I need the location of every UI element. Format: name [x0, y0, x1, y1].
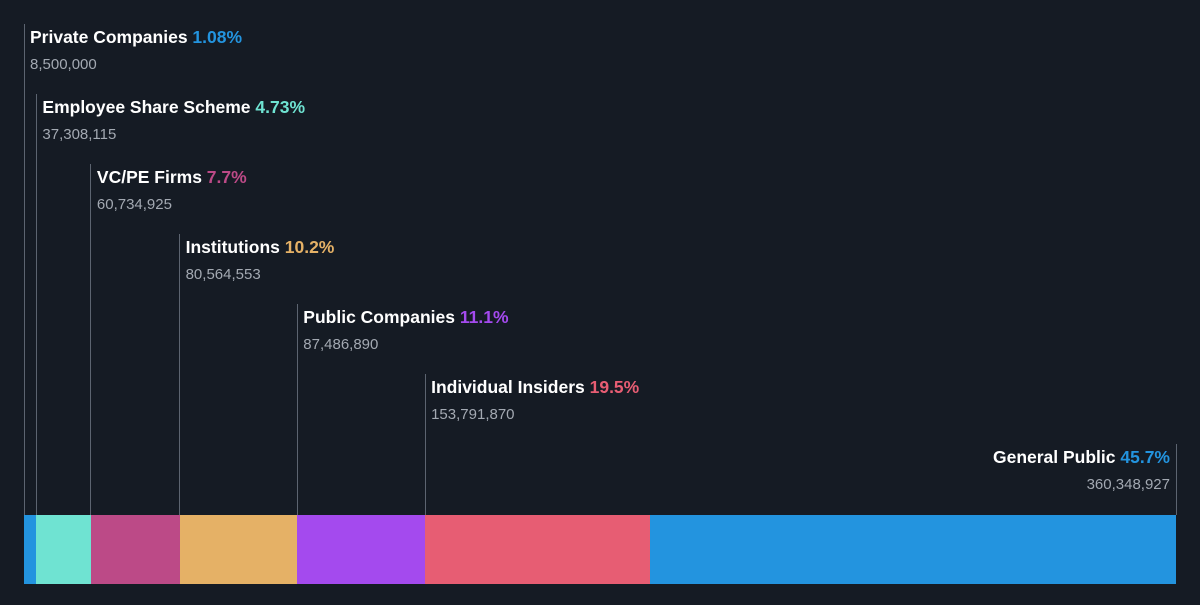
segment-percent: 19.5% [589, 377, 640, 397]
leader-line-vc-pe-firms [90, 164, 92, 515]
bar-segment-individual-insiders[interactable] [425, 515, 650, 584]
segment-share-count: 60,734,925 [96, 196, 172, 213]
leader-line-employee-share-scheme [35, 94, 37, 515]
segment-share-count: 153,791,870 [431, 406, 515, 423]
segment-label-private-companies: Private Companies 1.08% 8,500,000 [30, 27, 243, 73]
leader-line-institutions [179, 234, 181, 515]
segment-name: Private Companies [30, 27, 193, 47]
segment-name: General Public [992, 447, 1121, 467]
segment-percent: 1.08% [192, 27, 243, 47]
segment-share-count: 87,486,890 [303, 336, 379, 353]
segment-label-vc-pe-firms: VC/PE Firms 7.7% 60,734,925 [96, 167, 247, 213]
leader-line-private-companies [23, 24, 25, 515]
leader-line-general-public [1175, 444, 1177, 515]
segment-percent: 7.7% [206, 167, 247, 187]
segment-percent: 11.1% [459, 307, 509, 327]
leader-line-public-companies [296, 304, 298, 515]
bar-segment-public-companies[interactable] [297, 515, 426, 584]
bar-segment-institutions[interactable] [179, 515, 298, 584]
segment-name: Employee Share Scheme [42, 97, 256, 117]
segment-name: VC/PE Firms [96, 167, 207, 187]
segment-name: Individual Insiders [431, 377, 590, 397]
segment-label-public-companies: Public Companies 11.1% 87,486,890 [303, 307, 509, 353]
segment-name: Public Companies [303, 307, 460, 327]
bar-segment-general-public[interactable] [649, 515, 1176, 584]
segment-share-count: 8,500,000 [30, 56, 97, 73]
segment-percent: 10.2% [284, 237, 335, 257]
bar-segment-employee-share-scheme[interactable] [36, 515, 91, 584]
segment-percent: 45.7% [1120, 447, 1170, 467]
segment-percent: 4.73% [255, 97, 306, 117]
segment-share-count: 80,564,553 [185, 266, 261, 283]
segment-label-general-public: General Public 45.7% 360,348,927 [992, 447, 1170, 493]
segment-share-count: 360,348,927 [1086, 476, 1170, 493]
segment-label-individual-insiders: Individual Insiders 19.5% 153,791,870 [431, 377, 640, 423]
bar-segment-vc-pe-firms[interactable] [90, 515, 180, 584]
bar-segment-private-companies[interactable] [24, 515, 37, 584]
segment-share-count: 37,308,115 [42, 126, 117, 143]
segment-label-institutions: Institutions 10.2% 80,564,553 [185, 237, 335, 283]
leader-line-individual-insiders [424, 374, 426, 515]
segment-name: Institutions [185, 237, 285, 257]
segment-label-employee-share-scheme: Employee Share Scheme 4.73% 37,308,115 [42, 97, 306, 143]
